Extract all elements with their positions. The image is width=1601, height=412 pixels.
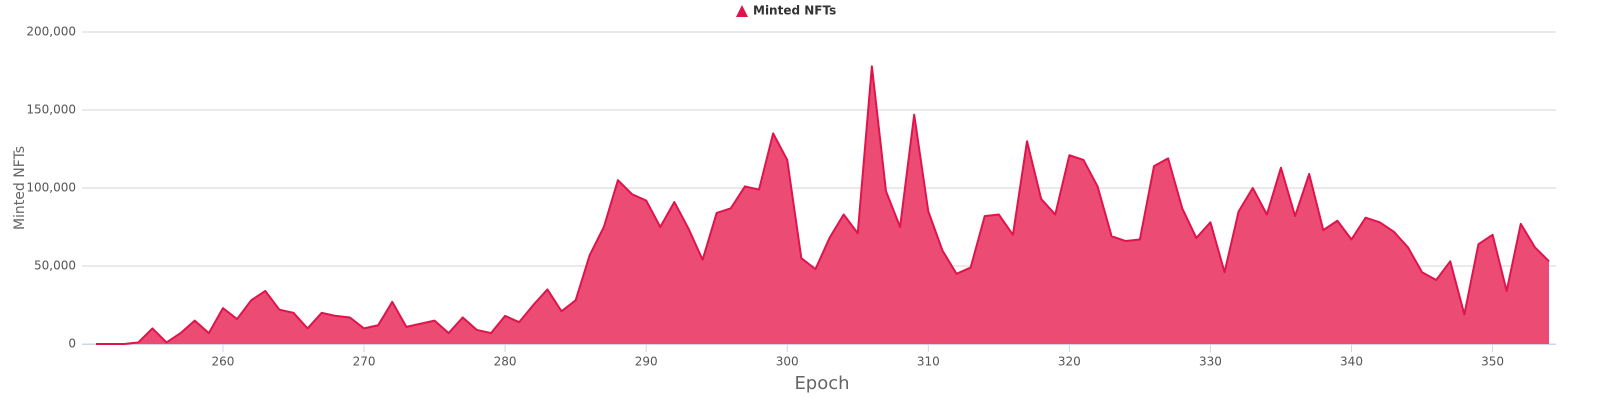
line	[96, 65, 1550, 345]
x-tick-label: 320	[1058, 355, 1081, 369]
x-tick-label: 270	[353, 355, 376, 369]
y-tick-label: 50,000	[34, 259, 76, 273]
x-tick-label: 290	[635, 355, 658, 369]
x-axis-title: Epoch	[794, 373, 849, 394]
y-axis-title: Minted NFTs	[12, 146, 28, 230]
x-tick-label: 330	[1199, 355, 1222, 369]
x-tick-label: 310	[917, 355, 940, 369]
y-tick-label: 0	[68, 337, 76, 351]
x-tick-label: 350	[1481, 355, 1504, 369]
x-tick-label: 300	[776, 355, 799, 369]
area	[96, 66, 1549, 344]
x-tick-label: 260	[212, 355, 235, 369]
legend-symbol	[736, 5, 748, 17]
y-tick-label: 200,000	[26, 25, 76, 39]
x-tick-label: 340	[1340, 355, 1363, 369]
x-tick-label: 280	[494, 355, 517, 369]
legend-label: Minted NFTs	[753, 4, 836, 18]
y-tick-label: 150,000	[26, 103, 76, 117]
y-tick-label: 100,000	[26, 181, 76, 195]
